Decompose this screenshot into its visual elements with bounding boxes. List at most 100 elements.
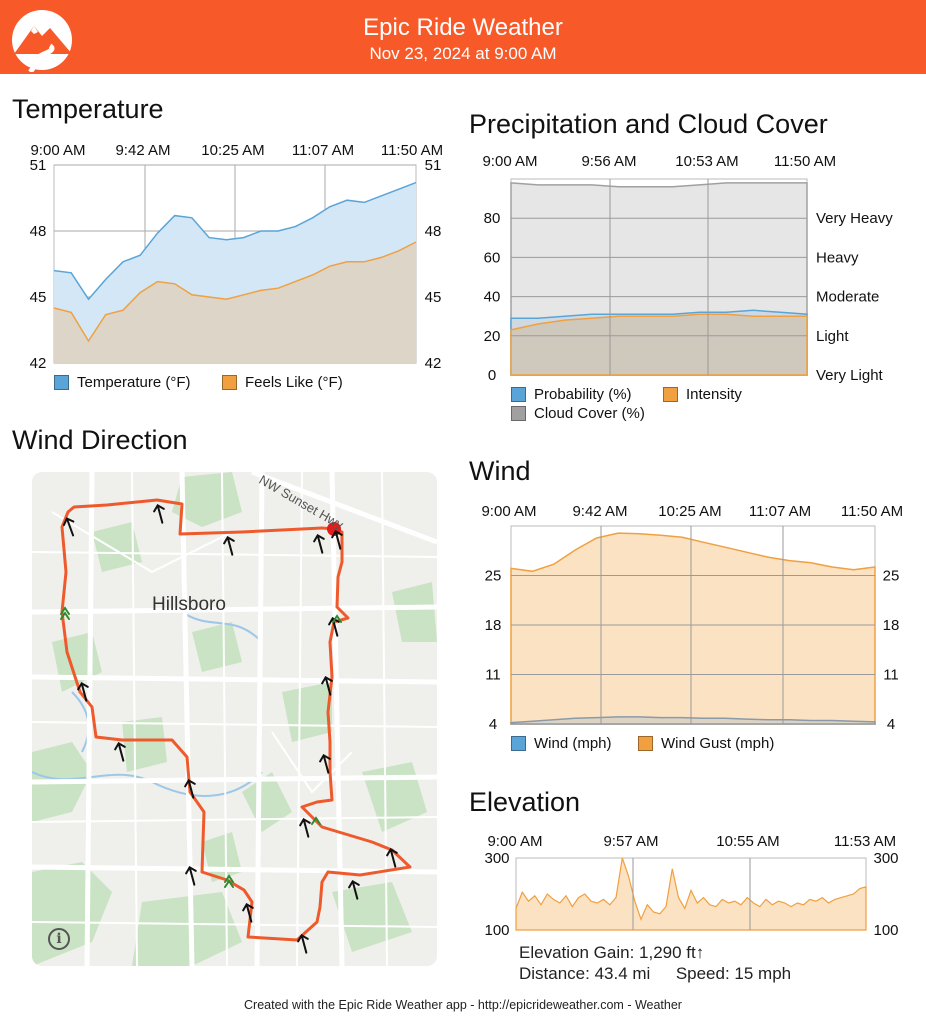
ride-stats: Distance: 43.4 mi Speed: 15 mph <box>519 964 791 984</box>
legend-temperature-label: Temperature (°F) <box>77 374 191 391</box>
roads <box>32 472 437 966</box>
y-tick-label-right: 4 <box>887 716 895 733</box>
elevation-chart: 9:00 AM 9:57 AM 10:55 AM 11:53 AM 300 300 100… <box>484 833 898 939</box>
x-tick-label: 10:53 AM <box>675 153 738 170</box>
legend-wind-gust: Wind Gust (mph) <box>638 735 774 752</box>
legend-feels-like: Feels Like (°F) <box>222 374 343 391</box>
x-tick-label: 9:42 AM <box>115 142 170 159</box>
legend-feels-like-label: Feels Like (°F) <box>245 374 343 391</box>
y-tick-label-right: 25 <box>883 568 900 585</box>
feels-like-line <box>53 241 417 343</box>
legend-cloud-cover: Cloud Cover (%) <box>511 405 645 422</box>
x-tick-label: 11:53 AM <box>834 833 896 850</box>
legend-probability: Probability (%) <box>511 386 632 403</box>
ride-date: Nov 23, 2024 at 9:00 AM <box>369 44 557 63</box>
mountain-road-logo-icon <box>12 10 72 72</box>
x-tick-label: 11:50 AM <box>381 142 443 159</box>
legend-wind-gust-label: Wind Gust (mph) <box>661 735 775 752</box>
wind-arrow-icon <box>77 681 89 702</box>
y-tick-label: 45 <box>30 289 47 306</box>
route-map[interactable]: NW Sunset Hwy Hillsboro i <box>32 472 437 966</box>
app-header: Epic Ride Weather Nov 23, 2024 at 9:00 A… <box>0 0 926 74</box>
precipitation-chart: 9:00 AM 9:56 AM 10:53 AM 11:50 AM 80 60 40 20 0… <box>482 153 893 384</box>
y-tick-label: 51 <box>30 157 47 174</box>
temperature-chart: 9:00 AM 9:42 AM 10:25 AM 11:07 AM 11:50 AM 5… <box>30 142 443 372</box>
y-tick-label-right: 42 <box>425 355 442 372</box>
wind-swatch <box>511 736 526 751</box>
y-tick-label-right: 18 <box>883 617 900 634</box>
y-tick-label: 60 <box>484 249 501 266</box>
wind-arrow-icon <box>331 529 343 550</box>
feels-like-swatch <box>222 375 237 390</box>
y-tick-label: 40 <box>484 289 501 306</box>
y-tick-label-right: 48 <box>425 223 442 240</box>
wind-arrow-icon <box>153 503 165 524</box>
wind-title: Wind <box>469 456 531 486</box>
distance-text: Distance: 43.4 mi <box>519 964 651 983</box>
wind-arrow-icon <box>242 902 254 923</box>
wind-arrows <box>62 503 398 954</box>
wind-arrow-icon <box>62 517 75 537</box>
temperature-title: Temperature <box>12 94 164 124</box>
wind-arrow-icon <box>297 933 309 954</box>
temperature-line <box>53 181 417 301</box>
cloud-cover-swatch <box>511 406 526 421</box>
green-chevrons <box>60 606 342 888</box>
feels-like-area <box>54 242 416 363</box>
footer-credit: Created with the Epic Ride Weather app -… <box>244 998 682 1012</box>
legend-probability-label: Probability (%) <box>534 386 632 403</box>
route-map-drawing <box>32 472 437 966</box>
legend-intensity-label: Intensity <box>686 386 742 403</box>
y-tick-label: 300 <box>484 850 509 867</box>
wind-gust-area <box>510 532 876 725</box>
wind-gust-swatch <box>638 736 653 751</box>
x-tick-label: 9:57 AM <box>603 833 658 850</box>
place-label: Hillsboro <box>152 594 226 615</box>
y-tick-label: 20 <box>484 328 501 345</box>
elevation-gain-text: Elevation Gain: 1,290 ft <box>519 943 696 962</box>
x-tick-label: 9:00 AM <box>481 503 536 520</box>
intensity-level-label: Moderate <box>816 289 879 306</box>
temperature-swatch <box>54 375 69 390</box>
y-tick-label: 100 <box>484 922 509 939</box>
intensity-level-label: Very Light <box>816 367 884 384</box>
x-tick-label: 10:25 AM <box>201 142 264 159</box>
wind-arrow-icon <box>386 847 398 868</box>
x-tick-label: 9:00 AM <box>487 833 542 850</box>
map-info-button[interactable]: i <box>48 928 70 950</box>
x-tick-label: 9:42 AM <box>572 503 627 520</box>
y-tick-label-right: 300 <box>873 850 898 867</box>
x-tick-label: 9:00 AM <box>30 142 85 159</box>
probability-swatch <box>511 387 526 402</box>
wind-arrow-icon <box>348 879 360 900</box>
legend-cloud-cover-label: Cloud Cover (%) <box>534 405 645 422</box>
precipitation-title: Precipitation and Cloud Cover <box>469 109 828 139</box>
wind-arrow-icon <box>114 741 126 762</box>
x-tick-label: 9:00 AM <box>482 153 537 170</box>
wind-area <box>510 716 876 725</box>
y-tick-label: 18 <box>485 617 502 634</box>
wind-arrow-icon <box>223 535 235 556</box>
y-tick-label: 25 <box>485 568 502 585</box>
intensity-level-label: Heavy <box>816 249 859 266</box>
x-tick-label: 11:50 AM <box>774 153 836 170</box>
elevation-area <box>515 857 867 931</box>
x-tick-label: 10:55 AM <box>716 833 779 850</box>
elevation-title: Elevation <box>469 787 581 817</box>
y-tick-label: 0 <box>488 367 496 384</box>
y-tick-label: 11 <box>485 667 501 684</box>
intensity-swatch <box>663 387 678 402</box>
wind-chart: 9:00 AM 9:42 AM 10:25 AM 11:07 AM 11:50 AM 2… <box>481 503 903 733</box>
gain-arrow-icon: ↑ <box>695 943 705 962</box>
wind-arrow-icon <box>184 778 196 799</box>
elevation-gain: Elevation Gain: 1,290 ft↑ <box>519 943 704 963</box>
wind-arrow-icon <box>313 533 325 554</box>
x-tick-label: 11:07 AM <box>749 503 811 520</box>
y-tick-label-right: 11 <box>883 667 899 684</box>
y-tick-label-right: 51 <box>425 157 442 174</box>
legend-wind-label: Wind (mph) <box>534 735 612 752</box>
x-tick-label: 9:56 AM <box>581 153 636 170</box>
legend-temperature: Temperature (°F) <box>54 374 191 391</box>
intensity-level-label: Light <box>816 328 849 345</box>
intensity-area <box>510 313 808 376</box>
